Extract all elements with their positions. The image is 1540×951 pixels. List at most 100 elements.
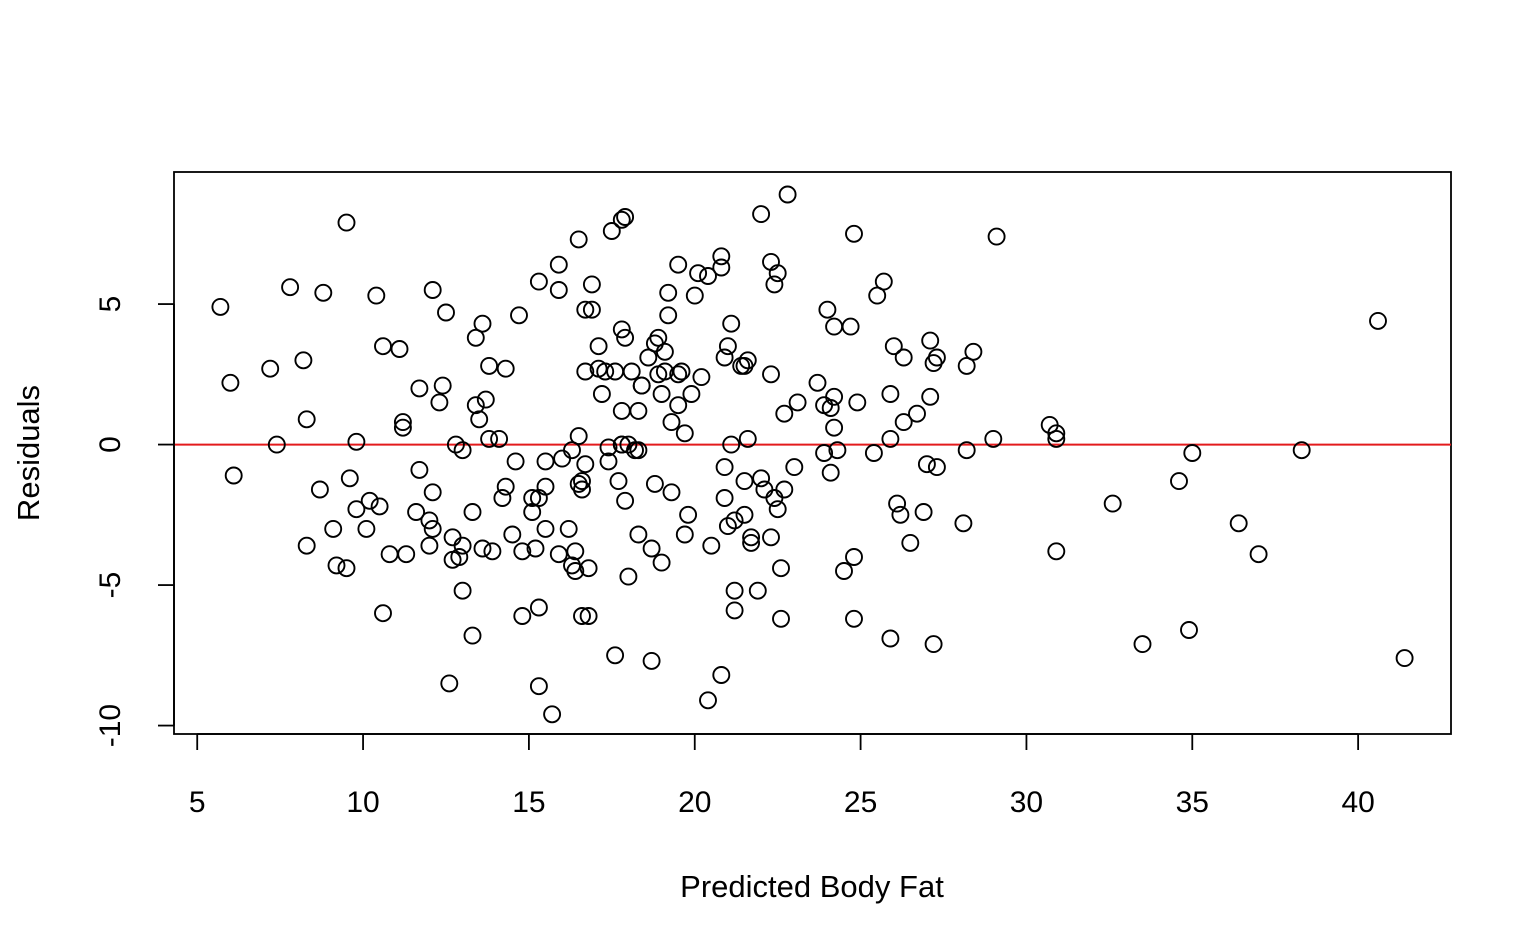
data-point (563, 441, 581, 460)
data-point (599, 438, 618, 457)
x-tick-label: 30 (1010, 786, 1043, 819)
data-point (310, 480, 329, 499)
data-point (841, 317, 860, 336)
data-point (755, 480, 774, 499)
data-point (513, 542, 532, 561)
data-point (466, 396, 485, 415)
x-tick-label: 10 (346, 786, 379, 819)
data-point (619, 435, 638, 454)
data-point (480, 356, 499, 375)
data-point (748, 581, 767, 600)
data-point (712, 258, 731, 277)
data-point (523, 489, 542, 507)
y-axis: -10 -5 0 5 (94, 296, 175, 747)
data-point (493, 489, 512, 507)
data-points (211, 185, 1414, 724)
data-point (957, 356, 976, 375)
data-point (463, 503, 482, 521)
plot-area-frame (173, 171, 1452, 735)
data-point (506, 452, 525, 471)
data-point (1249, 545, 1268, 564)
data-point (775, 404, 794, 423)
data-point (845, 609, 863, 628)
data-point (629, 525, 648, 544)
data-point (845, 224, 863, 243)
data-point (596, 362, 615, 381)
data-point (725, 581, 744, 600)
data-point (496, 477, 515, 496)
data-point (735, 472, 754, 491)
data-point (510, 306, 528, 325)
data-point (549, 255, 568, 274)
data-point (682, 385, 701, 403)
data-point (894, 413, 913, 432)
data-point (224, 466, 243, 485)
data-point (788, 393, 807, 412)
data-point (1183, 444, 1202, 462)
data-point (480, 429, 499, 448)
data-point (762, 365, 780, 384)
data-point (659, 306, 678, 325)
data-point (529, 677, 548, 696)
data-point (297, 410, 316, 429)
data-point (765, 275, 784, 294)
data-point (374, 337, 392, 356)
x-axis-title: Predicted Body Fat (680, 869, 944, 904)
data-point (957, 441, 976, 460)
data-point (619, 567, 638, 586)
data-point (785, 458, 804, 477)
data-point (437, 303, 455, 322)
data-point (669, 365, 688, 384)
data-point (579, 559, 598, 578)
data-point (675, 525, 694, 544)
data-point (715, 458, 734, 477)
data-point (762, 528, 780, 547)
data-point (835, 562, 853, 580)
data-point (443, 528, 462, 547)
data-point (914, 503, 933, 521)
data-point (483, 542, 502, 561)
data-point (616, 328, 635, 347)
data-point (549, 545, 568, 564)
data-point (297, 536, 316, 555)
data-point (281, 278, 300, 297)
data-point (529, 272, 548, 291)
data-point (463, 626, 482, 645)
data-point (768, 264, 787, 283)
data-point (1047, 542, 1066, 561)
data-point (393, 418, 412, 437)
data-point (702, 536, 721, 555)
data-point (825, 387, 844, 406)
data-point (476, 390, 495, 409)
data-point (725, 511, 744, 530)
data-point (629, 401, 648, 420)
data-point (612, 210, 631, 229)
data-point (543, 705, 562, 724)
data-point (924, 635, 943, 654)
data-point (645, 334, 664, 353)
data-point (211, 297, 230, 316)
data-point (327, 556, 346, 575)
data-point (337, 559, 356, 578)
data-point (778, 185, 797, 204)
data-point (685, 286, 704, 305)
data-point (294, 351, 313, 370)
data-point (825, 317, 844, 336)
data-point (917, 455, 936, 474)
data-point (821, 463, 840, 482)
y-tick-label: 0 (94, 436, 127, 453)
data-point (669, 255, 688, 274)
data-point (602, 222, 621, 240)
data-point (675, 424, 694, 443)
data-point (576, 362, 595, 381)
y-tick-label: 5 (94, 296, 127, 313)
data-point (470, 410, 489, 429)
data-point (821, 399, 840, 417)
data-point (347, 500, 366, 519)
data-point (573, 480, 591, 499)
data-point (881, 429, 900, 448)
data-point (609, 472, 628, 491)
data-point (420, 536, 439, 555)
y-axis-title: Residuals (11, 385, 46, 521)
x-tick-label: 40 (1341, 786, 1374, 819)
